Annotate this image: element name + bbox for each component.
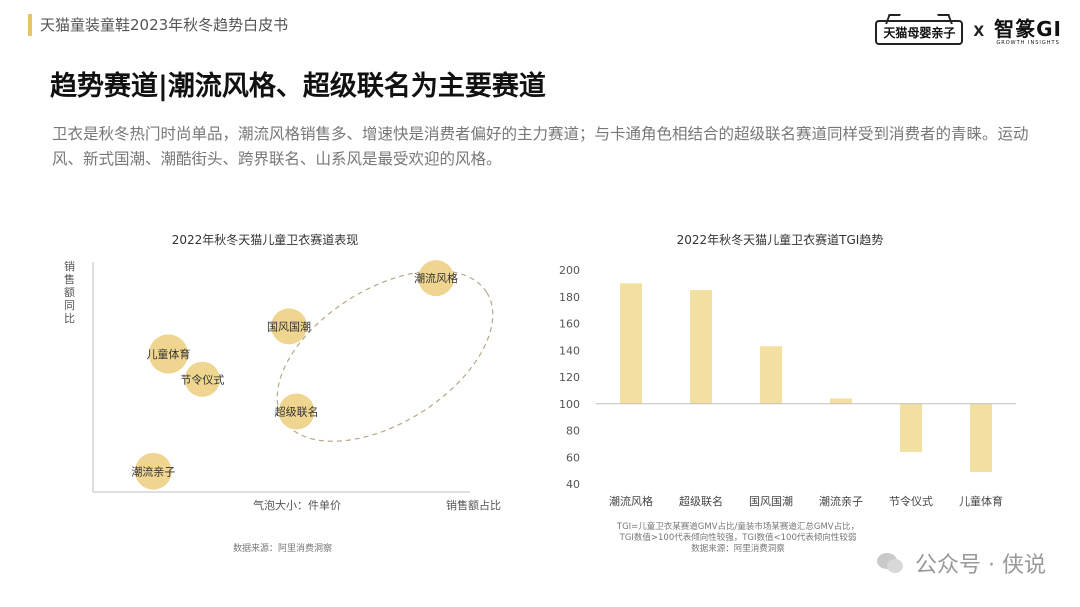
bubble-point bbox=[278, 393, 315, 430]
bubble-ylabel-char: 额 bbox=[64, 286, 75, 299]
page-title: 趋势赛道|潮流风格、超级联名为主要赛道 bbox=[50, 71, 546, 102]
tgi-y-tick: 120 bbox=[559, 371, 580, 384]
tgi-x-label: 潮流风格 bbox=[609, 494, 653, 508]
bubble-chart-title: 2022年秋冬天猫儿童卫衣赛道表现 bbox=[172, 232, 359, 247]
brand-logos: 天猫母婴亲子 X 智篆GI GROWTH INSIGHTS bbox=[875, 12, 1062, 52]
bubble-chart-xlabel: 销售额占比 bbox=[446, 498, 501, 512]
tgi-bar bbox=[760, 346, 782, 404]
page-description: 卫衣是秋冬热门时尚单品，潮流风格销售多、增速快是消费者偏好的主力赛道；与卡通角色… bbox=[52, 125, 1029, 168]
zhizhuan-gi-logo-main: 智篆GI bbox=[994, 16, 1062, 41]
tgi-bars bbox=[596, 283, 1016, 472]
bubble-ylabel-char: 售 bbox=[64, 272, 75, 286]
bubble-point bbox=[148, 334, 188, 374]
zhizhuan-gi-logo-sub: GROWTH INSIGHTS bbox=[996, 39, 1060, 46]
bubble-size-legend: 气泡大小：件单价 bbox=[253, 498, 341, 512]
wechat-watermark: 公众号 · 侠说 bbox=[877, 547, 1046, 579]
header-accent-bar bbox=[28, 14, 32, 36]
tgi-y-tick: 60 bbox=[566, 451, 580, 464]
tgi-x-label: 节令仪式 bbox=[889, 494, 933, 508]
zhizhuan-gi-logo: 智篆GI GROWTH INSIGHTS bbox=[994, 19, 1062, 46]
bubble-chart: 2022年秋冬天猫儿童卫衣赛道表现 销售额同比 潮流风格国风国潮儿童体育节令仪式… bbox=[50, 222, 530, 562]
tgi-bar bbox=[620, 283, 642, 404]
tgi-x-label: 超级联名 bbox=[679, 494, 723, 508]
tgi-note: TGI=儿童卫衣某赛道GMV占比/童装市场某赛道汇总GMV占比，TGI数值>10… bbox=[616, 521, 859, 554]
tgi-chart-title: 2022年秋冬天猫儿童卫衣赛道TGI趋势 bbox=[677, 232, 884, 247]
tgi-y-tick: 160 bbox=[559, 318, 580, 331]
tgi-bar bbox=[970, 403, 992, 472]
bubble-label: 儿童体育 bbox=[146, 347, 190, 361]
bubble-chart-source: 数据来源：阿里消费洞察 bbox=[233, 542, 332, 554]
tgi-bar-chart-svg: 2022年秋冬天猫儿童卫衣赛道TGI趋势 40 60 80 100 120 140 160 1… bbox=[559, 232, 1016, 554]
tmall-baby-logo: 天猫母婴亲子 bbox=[875, 19, 964, 45]
tgi-note-line: TGI=儿童卫衣某赛道GMV占比/童装市场某赛道汇总GMV占比， bbox=[616, 521, 859, 532]
bubble-point bbox=[271, 308, 308, 345]
bubble-ylabel-char: 销 bbox=[64, 259, 75, 273]
tgi-bar bbox=[900, 403, 922, 452]
tgi-note-line: TGI数值>100代表倾向性较强，TGI数值<100代表倾向性较弱 bbox=[619, 532, 857, 543]
tgi-y-tick: 100 bbox=[559, 398, 580, 411]
tgi-bar-chart: 2022年秋冬天猫儿童卫衣赛道TGI趋势 40 60 80 100 120 140 160 1… bbox=[548, 222, 1048, 562]
bubble-point bbox=[418, 260, 455, 297]
tgi-y-tick: 180 bbox=[559, 291, 580, 304]
tgi-x-label: 国风国潮 bbox=[749, 494, 793, 508]
report-title: 天猫童装童鞋2023年秋冬趋势白皮书 bbox=[40, 16, 289, 34]
tgi-x-label: 儿童体育 bbox=[959, 494, 1003, 508]
tgi-y-tick: 140 bbox=[559, 344, 580, 357]
bubble-label: 潮流亲子 bbox=[131, 464, 175, 478]
brand-separator: X bbox=[973, 24, 985, 40]
tgi-bar bbox=[830, 398, 852, 404]
tgi-y-ticks: 40 60 80 100 120 140 160 180 200 bbox=[559, 264, 580, 491]
bubble-point bbox=[184, 361, 220, 397]
bubble-label: 潮流风格 bbox=[414, 271, 458, 285]
bubble-ylabel-char: 比 bbox=[64, 312, 75, 325]
tgi-x-label: 潮流亲子 bbox=[819, 494, 863, 508]
bubble-label: 超级联名 bbox=[275, 405, 319, 419]
wechat-icon bbox=[877, 551, 905, 575]
bubble-label: 国风国潮 bbox=[267, 319, 311, 333]
tgi-y-tick: 200 bbox=[559, 264, 580, 277]
highlight-ellipse bbox=[276, 270, 494, 442]
tgi-x-labels: 潮流风格 超级联名 国风国潮 潮流亲子 节令仪式 儿童体育 bbox=[609, 494, 1003, 508]
watermark-text: 公众号 · 侠说 bbox=[915, 553, 1046, 578]
bubble-point bbox=[134, 452, 172, 490]
tgi-note-line: 数据来源：阿里消费洞察 bbox=[691, 543, 785, 554]
tgi-bar bbox=[690, 290, 712, 404]
tgi-y-tick: 40 bbox=[566, 478, 580, 491]
bubble-label: 节令仪式 bbox=[180, 372, 224, 386]
tgi-y-tick: 80 bbox=[566, 425, 580, 438]
bubble-ylabel-char: 同 bbox=[64, 299, 75, 312]
